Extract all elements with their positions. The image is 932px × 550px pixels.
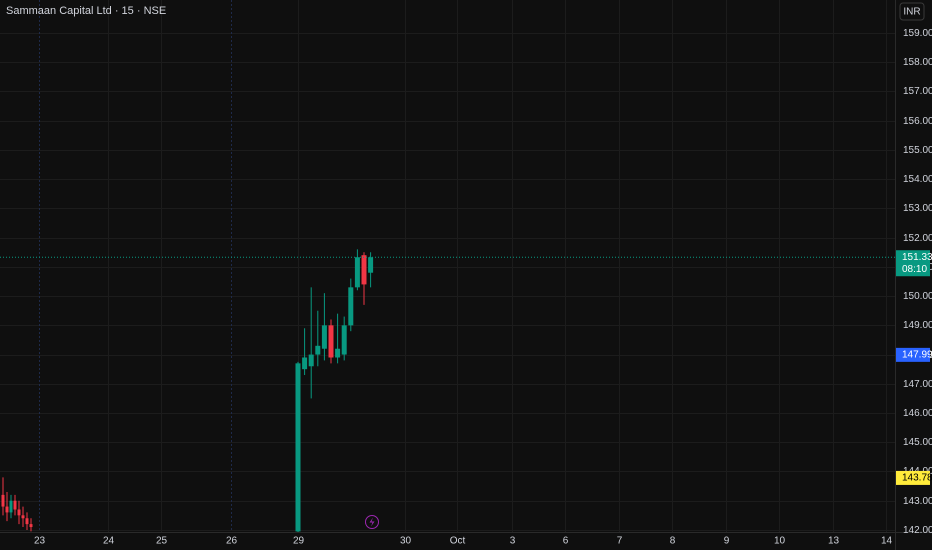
y-tick-label: 153.00 [903, 203, 932, 214]
candle-body [368, 257, 374, 273]
grid [0, 0, 895, 532]
candle-body [354, 257, 360, 288]
last-price-box [896, 250, 930, 277]
candle-body [5, 506, 9, 513]
candle-body [25, 518, 29, 525]
y-tick-label: 146.00 [903, 408, 932, 419]
y-tick-label: 147.00 [903, 379, 932, 390]
y-tick-label: 142.00 [903, 525, 932, 536]
candle-body [29, 524, 33, 528]
x-tick-label: 30 [400, 536, 412, 547]
x-tick-label: 9 [724, 536, 730, 547]
candle-body [321, 325, 327, 349]
labels: 142.00143.00144.00145.00146.00147.00148.… [34, 28, 932, 547]
x-tick-label: 29 [293, 536, 305, 547]
x-tick-label: 25 [156, 536, 168, 547]
y-tick-label: 154.00 [903, 174, 932, 185]
event-icon-bolt [369, 517, 375, 527]
x-tick-label: Oct [450, 536, 466, 547]
x-tick-label: 10 [774, 536, 786, 547]
y-tick-label: 143.00 [903, 496, 932, 507]
x-tick-label: 7 [617, 536, 623, 547]
x-tick-label: 23 [34, 536, 46, 547]
candle-body [315, 345, 321, 355]
candle-body [308, 354, 314, 367]
x-tick-label: 8 [670, 536, 676, 547]
currency-label[interactable]: INR [903, 7, 920, 18]
event-icon[interactable] [365, 515, 379, 529]
y-tick-label: 157.00 [903, 86, 932, 97]
candle-body [348, 287, 354, 326]
candle-body [328, 325, 334, 358]
x-tick-label: 24 [103, 536, 115, 547]
price-marker-label: 143.78 [902, 473, 932, 484]
marks [0, 249, 895, 532]
last-price-label: 151.33 [902, 252, 932, 263]
x-tick-label: 26 [226, 536, 238, 547]
candle-body [1, 494, 5, 507]
y-tick-label: 156.00 [903, 116, 932, 127]
y-tick-label: 158.00 [903, 57, 932, 68]
price-marker-box [896, 347, 930, 362]
candle-body [21, 515, 25, 519]
price-marker-box [896, 470, 930, 485]
currency-button[interactable] [899, 2, 925, 21]
candle-body [335, 348, 341, 358]
candle-body [295, 363, 301, 532]
y-tick-label: 152.00 [903, 233, 932, 244]
candle-body [9, 500, 13, 513]
x-tick-label: 14 [881, 536, 893, 547]
candle-body [13, 500, 17, 510]
x-tick-label: 13 [828, 536, 840, 547]
countdown-label: 08:10 [902, 264, 927, 275]
y-tick-label: 149.00 [903, 320, 932, 331]
candle-body [17, 509, 21, 516]
candle-body [361, 255, 367, 285]
y-tick-label: 155.00 [903, 145, 932, 156]
y-tick-label: 145.00 [903, 437, 932, 448]
x-tick-label: 6 [563, 536, 569, 547]
y-tick-label: 150.00 [903, 291, 932, 302]
chart-title: Sammaan Capital Ltd · 15 · NSE [6, 5, 166, 17]
x-tick-label: 3 [510, 536, 516, 547]
candle-body [341, 325, 347, 355]
y-tick-label: 159.00 [903, 28, 932, 39]
price-marker-label: 147.99 [902, 350, 932, 361]
candle-body [302, 357, 308, 370]
